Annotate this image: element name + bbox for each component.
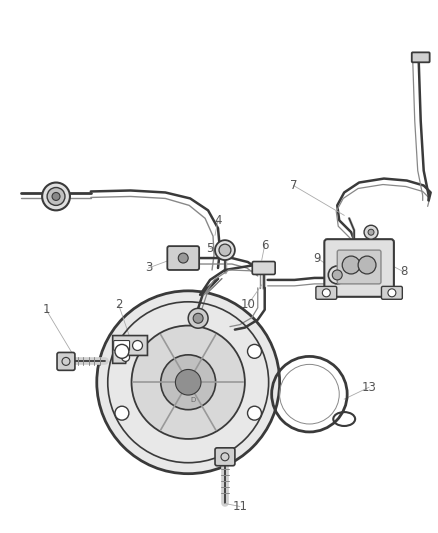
FancyBboxPatch shape: [412, 52, 430, 62]
Text: D: D: [191, 397, 196, 403]
Text: 6: 6: [261, 239, 268, 252]
FancyBboxPatch shape: [316, 286, 337, 300]
Text: 2: 2: [115, 298, 122, 311]
Circle shape: [131, 326, 245, 439]
Circle shape: [42, 182, 70, 211]
FancyBboxPatch shape: [215, 448, 235, 466]
Circle shape: [115, 344, 129, 358]
Circle shape: [368, 229, 374, 235]
Circle shape: [332, 270, 342, 280]
Circle shape: [193, 313, 203, 323]
Text: 9: 9: [314, 252, 321, 264]
Circle shape: [364, 225, 378, 239]
Polygon shape: [113, 336, 148, 364]
Circle shape: [322, 289, 330, 297]
Text: 8: 8: [400, 265, 407, 278]
Text: 10: 10: [240, 298, 255, 311]
Circle shape: [247, 406, 261, 420]
Circle shape: [47, 188, 65, 205]
Circle shape: [188, 308, 208, 328]
Circle shape: [161, 355, 215, 410]
Circle shape: [219, 244, 231, 256]
Text: 4: 4: [214, 214, 222, 227]
Circle shape: [178, 253, 188, 263]
FancyBboxPatch shape: [57, 352, 75, 370]
Circle shape: [52, 192, 60, 200]
Text: 13: 13: [362, 381, 377, 394]
Circle shape: [97, 291, 279, 474]
Circle shape: [342, 256, 360, 274]
Circle shape: [122, 353, 130, 361]
FancyBboxPatch shape: [252, 262, 275, 274]
FancyBboxPatch shape: [381, 286, 403, 300]
Text: 7: 7: [290, 179, 297, 192]
Circle shape: [328, 266, 346, 284]
Text: 3: 3: [145, 262, 152, 274]
Circle shape: [175, 369, 201, 395]
Text: 1: 1: [42, 303, 50, 316]
Circle shape: [115, 406, 129, 420]
FancyBboxPatch shape: [337, 250, 381, 284]
FancyBboxPatch shape: [167, 246, 199, 270]
Circle shape: [358, 256, 376, 274]
Circle shape: [388, 289, 396, 297]
Circle shape: [133, 341, 142, 351]
FancyBboxPatch shape: [114, 341, 130, 351]
Text: 5: 5: [206, 241, 214, 255]
Text: 11: 11: [233, 500, 247, 513]
FancyBboxPatch shape: [324, 239, 394, 297]
Circle shape: [215, 240, 235, 260]
Circle shape: [247, 344, 261, 358]
